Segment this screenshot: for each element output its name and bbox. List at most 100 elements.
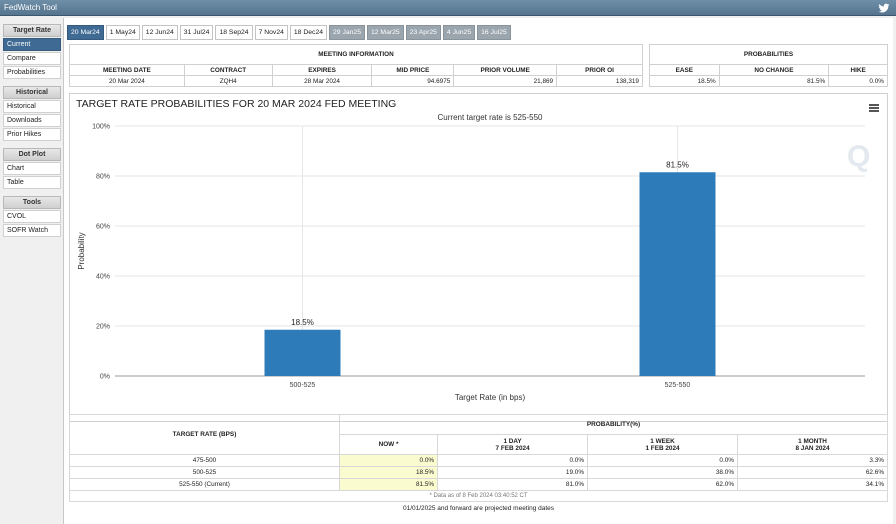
no-change-value: 81.5% xyxy=(718,75,830,87)
probability-chart: TARGET RATE PROBABILITIES FOR 20 MAR 202… xyxy=(69,93,888,422)
probabilities-table: PROBABILITIES EASE NO CHANGE HIKE 18.5% … xyxy=(649,44,888,87)
period-header-3: 1 MONTH 8 JAN 2024 xyxy=(737,434,888,455)
period-label: 1 MONTH xyxy=(798,437,827,445)
period-header-1: 1 DAY 7 FEB 2024 xyxy=(437,434,589,455)
probability-cell: 0.0% xyxy=(437,454,589,467)
col-contract: CONTRACT xyxy=(183,64,273,76)
period-label: NOW * xyxy=(378,441,399,448)
target-rate-cell: 500-525 xyxy=(69,466,340,479)
col-meeting-date: MEETING DATE xyxy=(69,64,185,76)
sidebar-heading-1: Historical xyxy=(3,86,61,99)
probability-cell: 38.0% xyxy=(587,466,738,479)
probability-cell: 62.0% xyxy=(587,478,738,491)
tab-meeting-11[interactable]: 16 Jul25 xyxy=(477,25,511,40)
tab-meeting-9[interactable]: 23 Apr25 xyxy=(405,25,441,40)
col-prior-oi: PRIOR OI xyxy=(556,64,643,76)
x-tick-label: 525-550 xyxy=(665,382,691,389)
period-header-0: NOW * xyxy=(338,434,439,455)
x-tick-label: 500-525 xyxy=(290,382,316,389)
watermark-logo: Q xyxy=(847,140,870,173)
y-tick-label: 0% xyxy=(100,374,110,381)
tab-meeting-4[interactable]: 18 Sep24 xyxy=(215,25,253,40)
target-rate-header: TARGET RATE (BPS) xyxy=(69,414,340,455)
probability-cell: 81.5% xyxy=(338,478,439,491)
meeting-tabs: 20 Mar24 1 May24 12 Jun24 31 Jul24 18 Sep24 7… xyxy=(67,25,513,40)
period-label: 1 DAY xyxy=(503,437,522,445)
sidebar: Target Rate Current Compare Probabilities Hi… xyxy=(3,24,61,524)
ease-value: 18.5% xyxy=(649,75,720,87)
sidebar-item-sofr-watch[interactable]: SOFR Watch xyxy=(3,224,61,237)
contract-value: ZQH4 xyxy=(183,75,273,87)
hike-value: 0.0% xyxy=(828,75,888,87)
expires-value: 28 Mar 2024 xyxy=(271,75,373,87)
x-axis-title: Target Rate (in bps) xyxy=(455,393,526,402)
probability-history-table: TARGET RATE (BPS) PROBABILITY(%) NOW * 1 … xyxy=(69,414,888,502)
sidebar-item-probabilities[interactable]: Probabilities xyxy=(3,66,61,79)
app-title: FedWatch Tool xyxy=(4,3,57,12)
probability-header: PROBABILITY(%) xyxy=(339,414,888,435)
probability-cell: 34.1% xyxy=(737,478,888,491)
tab-meeting-10[interactable]: 4 Jun25 xyxy=(442,25,476,40)
y-tick-label: 60% xyxy=(96,224,110,231)
tab-meeting-5[interactable]: 7 Nov24 xyxy=(254,25,288,40)
sidebar-item-compare[interactable]: Compare xyxy=(3,52,61,65)
tab-meeting-0[interactable]: 20 Mar24 xyxy=(67,25,104,40)
bar-value-label: 18.5% xyxy=(291,318,314,327)
bar-500-525 xyxy=(264,329,341,376)
twitter-icon[interactable] xyxy=(878,2,890,14)
period-date: 8 JAN 2024 xyxy=(795,444,830,452)
col-ease: EASE xyxy=(649,64,720,76)
y-tick-label: 40% xyxy=(96,274,110,281)
target-rate-cell: 475-500 xyxy=(69,454,340,467)
sidebar-item-cvol[interactable]: CVOL xyxy=(3,210,61,223)
probabilities-heading: PROBABILITIES xyxy=(649,44,888,65)
sidebar-item-prior-hikes[interactable]: Prior Hikes xyxy=(3,128,61,141)
meeting-date-value: 20 Mar 2024 xyxy=(69,75,185,87)
probability-cell: 18.5% xyxy=(338,466,439,479)
period-header-2: 1 WEEK 1 FEB 2024 xyxy=(587,434,738,455)
mid-price-value: 94.6975 xyxy=(371,75,455,87)
sidebar-item-current[interactable]: Current xyxy=(3,38,61,51)
tab-meeting-2[interactable]: 12 Jun24 xyxy=(141,25,178,40)
bar-525-550 xyxy=(639,172,716,376)
bar-value-label: 81.5% xyxy=(666,160,689,169)
prior-oi-value: 138,319 xyxy=(556,75,643,87)
tab-meeting-6[interactable]: 18 Dec24 xyxy=(289,25,328,40)
sidebar-heading-0: Target Rate xyxy=(3,24,61,37)
sidebar-item-chart[interactable]: Chart xyxy=(3,162,61,175)
col-mid-price: MID PRICE xyxy=(371,64,455,76)
probability-cell: 62.6% xyxy=(737,466,888,479)
chart-plot: Q Current target rate is 525-550 0% 20% 40% 6… xyxy=(77,113,870,402)
period-date: 1 FEB 2024 xyxy=(645,444,680,452)
main-panel: 20 Mar24 1 May24 12 Jun24 31 Jul24 18 Sep24 7… xyxy=(63,18,893,524)
sidebar-heading-3: Tools xyxy=(3,196,61,209)
y-axis-title: Probability xyxy=(77,232,86,269)
probability-cell: 3.3% xyxy=(737,454,888,467)
y-tick-label: 80% xyxy=(96,174,110,181)
y-tick-label: 20% xyxy=(96,324,110,331)
period-date: 7 FEB 2024 xyxy=(495,444,530,452)
projected-dates-footnote: 01/01/2025 and forward are projected mee… xyxy=(402,505,555,512)
sidebar-item-downloads[interactable]: Downloads xyxy=(3,114,61,127)
meeting-info-table: MEETING INFORMATION MEETING DATE CONTRAC… xyxy=(69,44,643,87)
meeting-info-heading: MEETING INFORMATION xyxy=(69,44,643,65)
probability-cell: 0.0% xyxy=(587,454,738,467)
y-tick-label: 100% xyxy=(92,124,110,131)
probability-cell: 0.0% xyxy=(338,454,439,467)
target-rate-cell: 525-550 (Current) xyxy=(69,478,340,491)
tab-meeting-7[interactable]: 29 Jan25 xyxy=(329,25,365,40)
table-row: 475-500 0.0% 0.0% 0.0% 3.3% xyxy=(69,454,888,467)
tab-meeting-3[interactable]: 31 Jul24 xyxy=(179,25,214,40)
hamburger-menu-icon[interactable] xyxy=(869,104,879,112)
sidebar-item-table[interactable]: Table xyxy=(3,176,61,189)
sidebar-item-historical[interactable]: Historical xyxy=(3,100,61,113)
period-label: 1 WEEK xyxy=(650,437,675,445)
chart-subtitle: Current target rate is 525-550 xyxy=(438,113,543,122)
tab-meeting-8[interactable]: 12 Mar25 xyxy=(366,25,404,40)
col-prior-volume: PRIOR VOLUME xyxy=(453,64,558,76)
probability-history-table-wrap: TARGET RATE (BPS) PROBABILITY(%) NOW * 1 … xyxy=(69,414,888,502)
probability-cell: 19.0% xyxy=(437,466,589,479)
sidebar-heading-2: Dot Plot xyxy=(3,148,61,161)
tab-meeting-1[interactable]: 1 May24 xyxy=(105,25,140,40)
chart-title: TARGET RATE PROBABILITIES FOR 20 MAR 202… xyxy=(76,98,397,110)
